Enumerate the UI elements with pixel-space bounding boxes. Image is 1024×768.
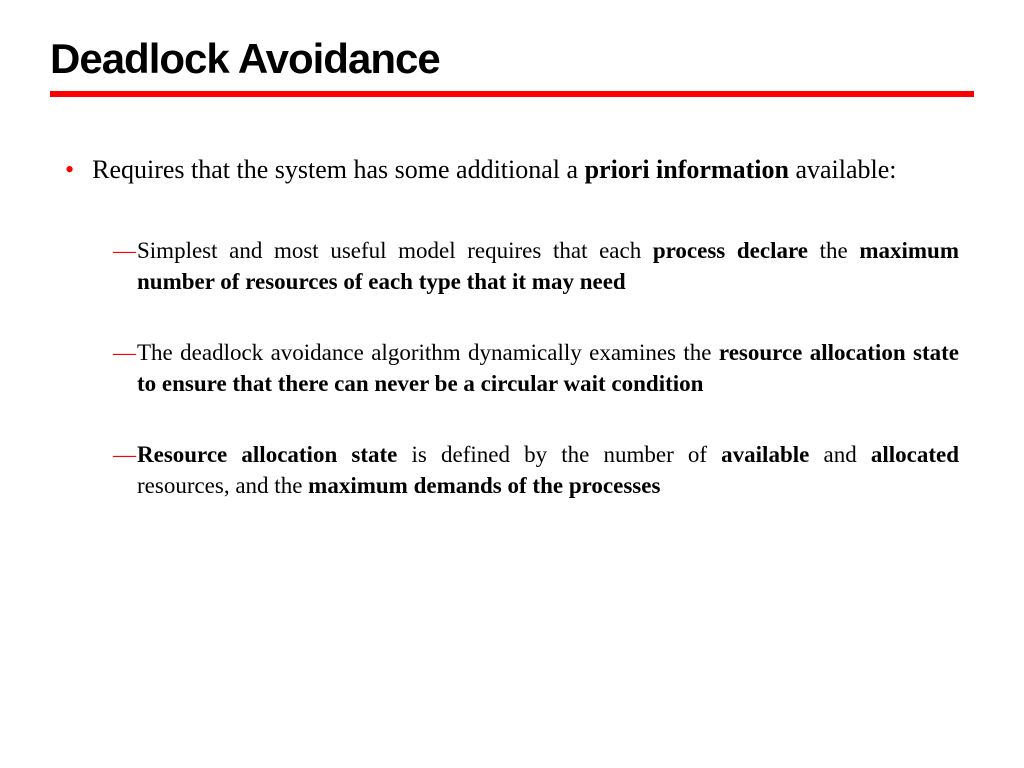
text-segment: Simplest and most useful model requires … <box>137 238 653 263</box>
text-bold: Resource allocation state <box>137 442 397 467</box>
title-underline <box>50 91 974 97</box>
dash-marker: — <box>113 439 134 501</box>
bullet-text: Simplest and most useful model requires … <box>137 235 959 297</box>
slide-title: Deadlock Avoidance <box>50 35 974 91</box>
bullet-marker: • <box>65 152 74 187</box>
bullet-text: Resource allocation state is defined by … <box>137 439 959 501</box>
text-segment: and <box>809 442 871 467</box>
text-bold: maximum demands of the processes <box>308 473 660 498</box>
text-bold: priori information <box>585 155 789 184</box>
bullet-main: • Requires that the system has some addi… <box>65 152 959 187</box>
text-bold: process declare <box>653 238 808 263</box>
bullet-sub-2: — The deadlock avoidance algorithm dynam… <box>113 337 959 399</box>
bullet-sub-3: — Resource allocation state is defined b… <box>113 439 959 501</box>
bullet-sub-1: — Simplest and most useful model require… <box>113 235 959 297</box>
text-segment: available: <box>789 155 897 184</box>
dash-marker: — <box>113 337 134 399</box>
slide-content: • Requires that the system has some addi… <box>50 152 974 501</box>
text-segment: resources, and the <box>137 473 308 498</box>
bullet-text: The deadlock avoidance algorithm dynamic… <box>137 337 959 399</box>
text-segment: Requires that the system has some additi… <box>92 155 584 184</box>
sub-bullet-list: — Simplest and most useful model require… <box>113 235 959 501</box>
text-bold: available <box>721 442 809 467</box>
text-segment: The deadlock avoidance algorithm dynamic… <box>137 340 719 365</box>
text-segment: is defined by the number of <box>397 442 721 467</box>
text-segment: the <box>808 238 859 263</box>
dash-marker: — <box>113 235 134 297</box>
text-bold: allocated <box>871 442 959 467</box>
bullet-text: Requires that the system has some additi… <box>92 152 959 187</box>
